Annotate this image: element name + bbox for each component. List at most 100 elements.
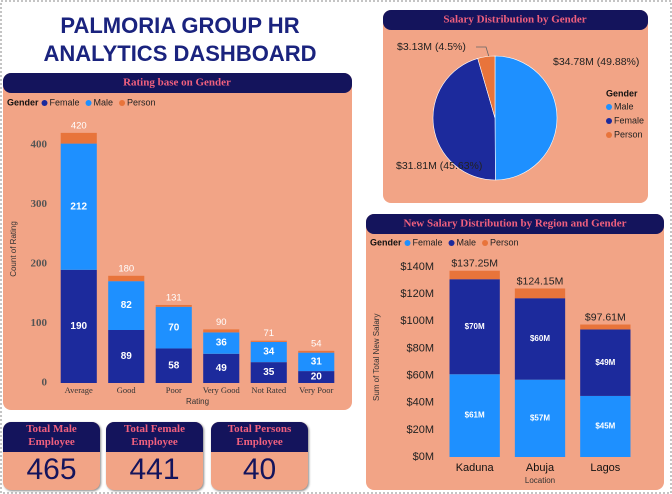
- total-label: 54: [311, 338, 322, 349]
- pie-slice: [432, 58, 496, 181]
- total-label: 420: [71, 120, 87, 131]
- segment-label: 31: [311, 356, 323, 367]
- pie-slice: [494, 55, 558, 181]
- panel-header: [383, 10, 648, 30]
- segment-label: 36: [216, 338, 228, 349]
- bar-segment: [203, 332, 240, 354]
- legend-label: Male: [94, 97, 114, 107]
- bar-segment: [60, 132, 97, 144]
- x-tick-label: Average: [65, 385, 93, 395]
- panel-title: New Salary Distribution by Region and Ge…: [403, 218, 626, 230]
- legend-marker: [85, 100, 92, 106]
- x-tick-label: Lagos: [590, 462, 620, 474]
- x-tick-label: Very Good: [203, 385, 241, 395]
- bar-segment: [298, 352, 335, 372]
- x-tick-label: Not Rated: [251, 385, 286, 395]
- y-tick-label: $80M: [406, 342, 434, 354]
- segment-label: $70M: [465, 322, 485, 331]
- dashboard-title: PALMORIA GROUP HR ANALYTICS DASHBOARD: [43, 13, 317, 66]
- bar-segment: [155, 306, 192, 349]
- bar-segment: [449, 374, 500, 457]
- legend-label: Male: [457, 237, 477, 247]
- segment-label: $57M: [530, 413, 550, 422]
- kpi-card: Total Female Employee 441: [106, 422, 203, 490]
- legend-marker: [606, 118, 612, 124]
- legend-marker: [448, 240, 455, 246]
- segment-label: 35: [263, 367, 275, 378]
- bar-segment: [250, 341, 287, 363]
- leader-line: [476, 46, 490, 58]
- bar-segment: [108, 281, 145, 330]
- y-axis-label: Sum of Total New Salary: [372, 314, 381, 401]
- y-tick-label: 400: [31, 138, 48, 150]
- y-tick-label: $20M: [406, 424, 434, 436]
- legend-label: Female: [50, 97, 80, 107]
- bar-segment: [250, 340, 287, 342]
- segment-label: 82: [121, 300, 133, 311]
- kpi-value: 40: [242, 453, 277, 486]
- y-tick-label: $0M: [413, 451, 434, 463]
- total-label: $137.25M: [451, 258, 498, 270]
- segment-label: 190: [70, 321, 87, 332]
- bar-segment: [250, 362, 287, 383]
- total-label: $97.61M: [585, 311, 626, 323]
- segment-label: $49M: [595, 358, 615, 367]
- y-tick-label: 300: [31, 198, 48, 210]
- bar-segment: [60, 143, 97, 270]
- legend-marker: [606, 132, 612, 138]
- kpi-label: Total Male Employee: [3, 422, 100, 452]
- bar-segment: [60, 269, 97, 383]
- x-tick-label: Very Poor: [299, 385, 333, 395]
- segment-label: $45M: [595, 422, 615, 431]
- segment-label: 212: [70, 201, 87, 212]
- bar-segment: [449, 279, 500, 375]
- kpi-label: Total Persons Employee: [211, 422, 308, 452]
- bar-segment: [580, 324, 631, 330]
- kpi-value: 441: [129, 453, 180, 486]
- x-tick-label: Poor: [166, 385, 182, 395]
- segment-label: 49: [216, 363, 228, 374]
- total-label: 180: [118, 263, 134, 274]
- x-axis-label: Location: [525, 476, 555, 485]
- total-label: $124.15M: [517, 275, 564, 287]
- segment-label: 58: [168, 360, 180, 371]
- bar-segment: [514, 379, 566, 457]
- bar-segment: [203, 353, 240, 383]
- bar-segment: [580, 395, 631, 457]
- legend-label: Person: [614, 129, 643, 139]
- total-label: 71: [263, 328, 274, 339]
- slice-label: $34.78M (49.88%): [553, 56, 639, 68]
- legend-marker: [404, 240, 411, 246]
- bar-segment: [580, 329, 631, 396]
- slice-label: $3.13M (4.5%): [397, 41, 466, 53]
- legend-title: Gender: [7, 97, 39, 107]
- bar-segment: [514, 298, 566, 380]
- panel-title: Salary Distribution by Gender: [443, 14, 586, 26]
- segment-label: 20: [311, 372, 323, 383]
- panel-header: [3, 73, 352, 93]
- bar-segment: [155, 304, 192, 307]
- legend-label: Person: [490, 237, 519, 247]
- bar-segment: [155, 348, 192, 383]
- y-tick-label: $140M: [400, 261, 434, 273]
- pie-slice: [477, 55, 496, 119]
- panel-title: Rating base on Gender: [123, 77, 231, 89]
- bar-segment: [108, 329, 145, 383]
- y-tick-label: $100M: [400, 315, 434, 327]
- y-tick-label: 0: [42, 377, 48, 389]
- x-axis-label: Rating: [186, 397, 209, 406]
- y-tick-label: 100: [31, 317, 48, 329]
- bar-segment: [514, 288, 566, 299]
- segment-label: 34: [263, 347, 275, 358]
- bar-segment: [449, 270, 500, 280]
- kpi-card: Total Persons Employee 40: [211, 422, 308, 490]
- total-label: 90: [216, 317, 227, 328]
- x-tick-label: Kaduna: [456, 462, 495, 474]
- panel-header: [366, 214, 664, 234]
- legend-marker: [119, 100, 126, 106]
- y-tick-label: $60M: [406, 369, 434, 381]
- x-tick-label: Good: [117, 385, 137, 395]
- legend-marker: [606, 104, 612, 110]
